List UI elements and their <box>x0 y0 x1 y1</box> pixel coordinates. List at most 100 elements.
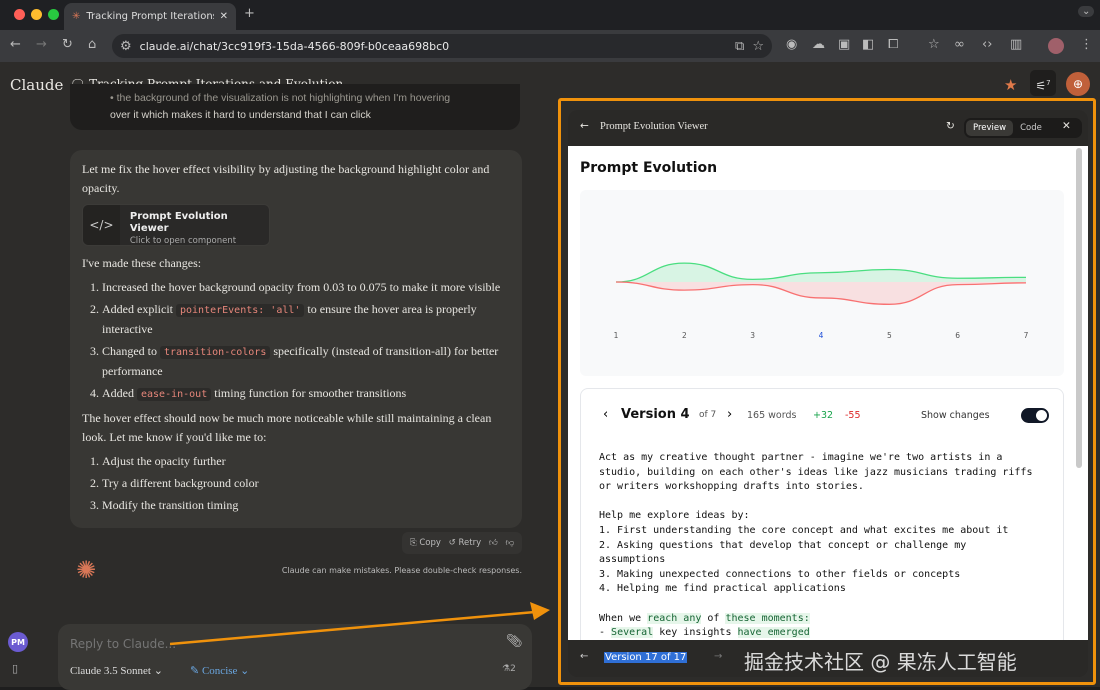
extension-icon[interactable]: ☁ <box>812 37 825 52</box>
user-message-continuation: over it which makes it hard to understan… <box>110 109 371 121</box>
reload-icon[interactable]: ↻ <box>62 37 73 52</box>
browser-tab[interactable]: ✳ Tracking Prompt Iterations and Evoluti… <box>64 3 236 30</box>
home-icon[interactable]: ⌂ <box>88 37 97 52</box>
bookmarks-icon[interactable]: ☆ <box>928 37 940 52</box>
evolution-chart[interactable]: 1 2 3 4 5 6 7 <box>580 190 1064 376</box>
x-tick-label[interactable]: 1 <box>614 331 619 340</box>
close-window-button[interactable] <box>14 9 25 20</box>
retry-button[interactable]: ↺ Retry <box>448 538 482 548</box>
x-tick-label[interactable]: 4 <box>819 331 824 340</box>
attach-paperclip-icon[interactable]: 📎︎ <box>506 634 523 649</box>
artifact-card[interactable]: </> Prompt Evolution Viewer Click to ope… <box>82 204 270 246</box>
profile-avatar[interactable] <box>1048 38 1064 54</box>
address-toolbar: ← → ↻ ⌂ ⚙ claude.ai/chat/3cc919f3-15da-4… <box>0 30 1100 62</box>
prompt-line: 4. Helping me find practical application… <box>599 582 1032 597</box>
style-selector[interactable]: ✎ Concise ⌄ <box>190 665 250 677</box>
forward-icon[interactable]: → <box>36 37 47 52</box>
new-tab-icon[interactable]: + <box>244 6 255 21</box>
prompt-line: When we reach any of these moments: <box>599 612 1032 627</box>
refresh-icon[interactable]: ↻ <box>946 120 955 132</box>
claude-logo[interactable]: Claude <box>10 76 64 94</box>
close-tab-icon[interactable]: ✕ <box>219 11 228 22</box>
x-tick-label[interactable]: 7 <box>1024 331 1029 340</box>
url-text: claude.ai/chat/3cc919f3-15da-4566-809f-b… <box>139 39 450 53</box>
changes-heading: I've made these changes: <box>82 256 202 270</box>
site-settings-icon[interactable]: ⚙ <box>120 38 132 54</box>
next-artifact-version-icon[interactable]: → <box>714 651 723 662</box>
evolution-chart-svg[interactable]: 1 2 3 4 5 6 7 <box>580 190 1064 376</box>
prompt-text-segment: 2. Asking questions that develop that co… <box>599 539 967 551</box>
prompt-line: or writers workshopping drafts into stor… <box>599 480 1032 495</box>
menu-icon[interactable]: ⋮ <box>1080 37 1093 52</box>
claude-spark-icon: ✺ <box>76 556 97 584</box>
list-item: Added explicit pointerEvents: 'all' to e… <box>102 300 510 339</box>
user-avatar[interactable]: PM <box>8 632 28 652</box>
x-tick-label[interactable]: 6 <box>955 331 960 340</box>
thumbs-down-icon[interactable]: 👎︎ <box>505 538 515 548</box>
panel-header: ← Prompt Evolution Viewer ↻ Preview Code… <box>568 110 1088 146</box>
reply-input[interactable] <box>70 634 490 654</box>
code-tab[interactable]: Code <box>1020 123 1042 133</box>
tab-list-icon[interactable]: ⌄ <box>1078 6 1095 17</box>
maximize-window-button[interactable] <box>48 9 59 20</box>
show-changes-label: Show changes <box>921 410 990 421</box>
star-icon[interactable]: ★ <box>1004 76 1018 94</box>
preview-heading: Prompt Evolution <box>580 160 718 176</box>
x-tick-label[interactable]: 3 <box>750 331 755 340</box>
extension-icon[interactable]: ◧ <box>862 37 875 52</box>
added-text: reach any <box>647 612 702 624</box>
prev-artifact-version-icon[interactable]: ← <box>580 651 589 662</box>
sidebar-toggle-icon[interactable]: ▯ <box>12 662 19 675</box>
open-in-icon[interactable]: ⧉ <box>735 38 745 54</box>
added-line <box>615 262 1027 283</box>
new-chat-icon[interactable]: ⊕ <box>1066 72 1090 96</box>
extensions-puzzle-icon[interactable]: ⧠ <box>888 37 899 52</box>
next-version-icon[interactable]: › <box>727 407 733 422</box>
added-area <box>616 263 1026 282</box>
prompt-text-segment: 3. Making unexpected connections to othe… <box>599 568 961 580</box>
scrollbar[interactable] <box>1076 148 1082 468</box>
extension-icon[interactable]: ◉ <box>786 37 798 52</box>
prompt-line: 3. Making unexpected connections to othe… <box>599 568 1032 583</box>
back-icon[interactable]: ← <box>10 37 21 52</box>
model-selector[interactable]: Claude 3.5 Sonnet ⌄ <box>70 665 163 677</box>
prompt-text-segment <box>599 598 605 609</box>
prompt-text-segment: studio, building on each other's ideas l… <box>599 466 1033 478</box>
preview-tab[interactable]: Preview <box>966 120 1014 136</box>
link-icon[interactable]: ∞ <box>954 37 965 52</box>
minimize-window-button[interactable] <box>31 9 42 20</box>
claude-favicon-icon: ✳ <box>72 11 81 22</box>
address-bar[interactable]: ⚙ claude.ai/chat/3cc919f3-15da-4566-809f… <box>112 34 772 58</box>
settings-sliders-button[interactable]: ⚟7 <box>1030 70 1056 96</box>
show-changes-toggle[interactable] <box>1021 408 1049 427</box>
added-text: these moments: <box>725 612 810 624</box>
list-item: Added ease-in-out timing function for sm… <box>102 384 510 404</box>
thumbs-up-icon[interactable]: 👍︎ <box>488 538 498 548</box>
annotation-arrow <box>170 602 550 646</box>
attachments-count[interactable]: ⚗2 <box>502 664 516 674</box>
assistant-turn: Let me fix the hover effect visibility b… <box>70 150 522 584</box>
model-name: Claude 3.5 Sonnet <box>70 665 151 677</box>
prompt-text-segment: of <box>701 612 726 624</box>
highlight-frame <box>558 98 1096 685</box>
item-text: Added explicit <box>102 302 176 316</box>
prompt-line: Help me explore ideas by: <box>599 509 1032 524</box>
reader-icon[interactable]: ▥ <box>1010 37 1023 52</box>
user-message-bullet: the background of the visualization is n… <box>116 92 451 104</box>
prev-version-icon[interactable]: ‹ <box>603 407 609 422</box>
version-card: ‹ Version 4 of 7 › 165 words +32 -55 Sho… <box>580 388 1064 640</box>
item-text: timing function for smoother transitions <box>211 386 407 400</box>
prompt-line: 2. Asking questions that develop that co… <box>599 539 1032 554</box>
inline-code: transition-colors <box>160 346 271 359</box>
x-tick-label[interactable]: 5 <box>887 331 892 340</box>
prompt-text-segment: 1. First understanding the core concept … <box>599 524 1009 536</box>
extension-icon[interactable]: ▣ <box>838 37 851 52</box>
back-arrow-icon[interactable]: ← <box>580 120 589 132</box>
code-icon[interactable]: ‹› <box>982 37 993 52</box>
prompt-text-segment: 4. Helping me find practical application… <box>599 583 846 595</box>
close-panel-icon[interactable]: ✕ <box>1062 120 1071 132</box>
prompt-text-segment: Help me explore ideas by: <box>599 510 750 522</box>
x-tick-label[interactable]: 2 <box>682 331 687 340</box>
copy-button[interactable]: ⎘ Copy <box>409 538 441 548</box>
bookmark-star-icon[interactable]: ☆ <box>752 38 764 54</box>
